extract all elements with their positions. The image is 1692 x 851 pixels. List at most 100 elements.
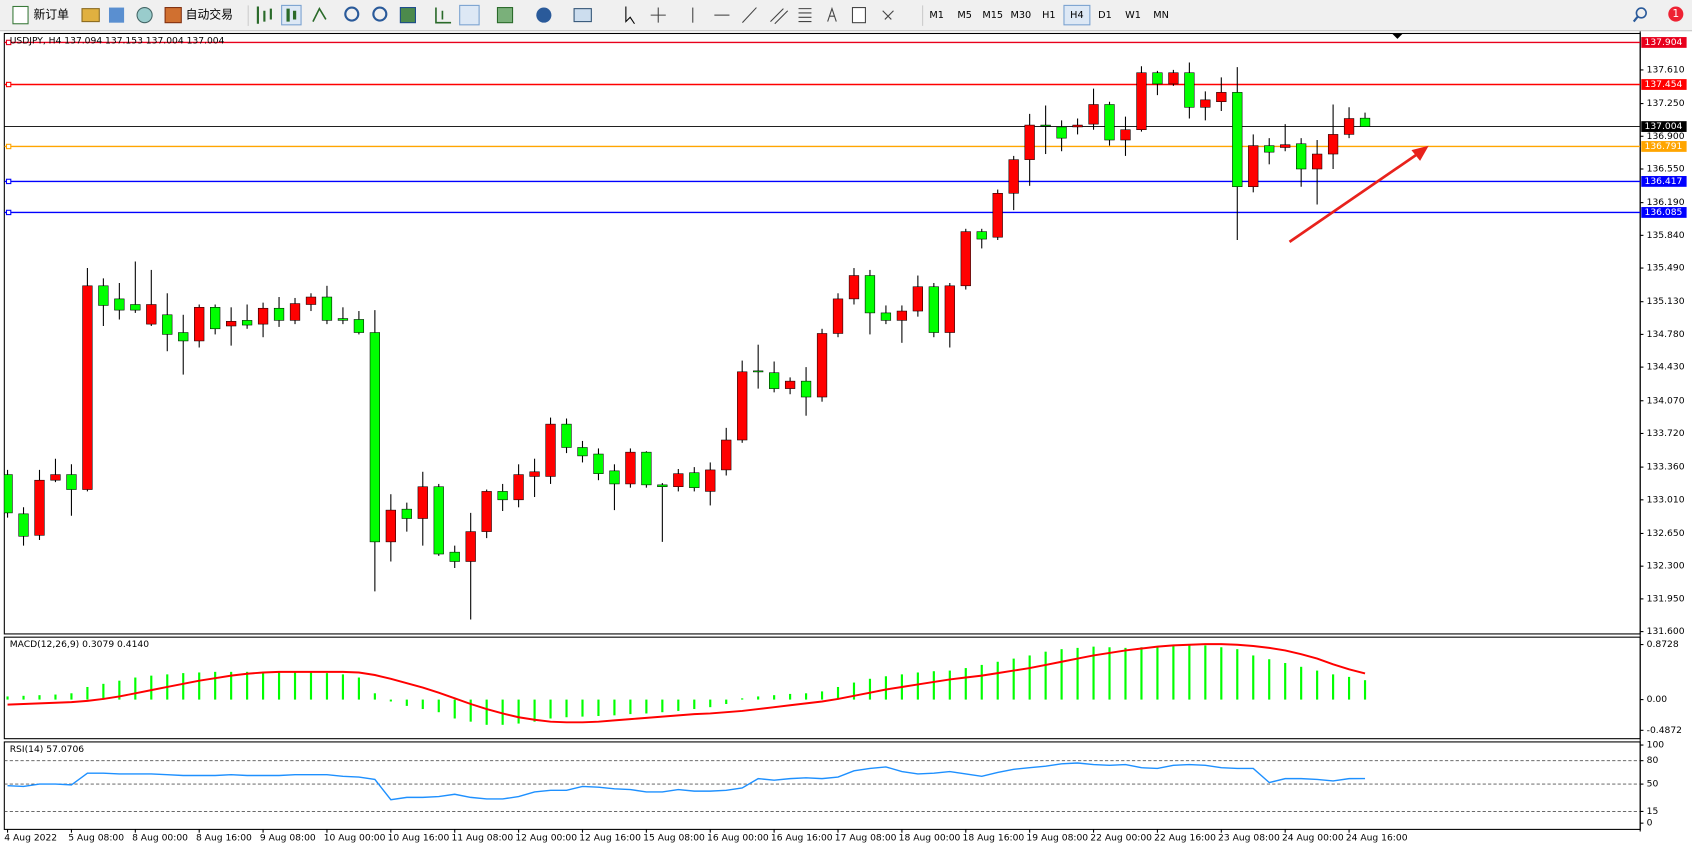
macd-histogram-bar xyxy=(773,695,776,700)
macd-histogram-bar xyxy=(836,686,840,700)
notification-badge[interactable] xyxy=(1668,6,1684,22)
y-tick-label: 133.720 xyxy=(1647,428,1685,439)
search-button[interactable] xyxy=(1635,7,1647,19)
bar-chart-button[interactable] xyxy=(256,6,272,24)
candle-body xyxy=(721,439,732,471)
timeframe-button[interactable]: H4 xyxy=(1070,10,1083,21)
toolbar-icon[interactable] xyxy=(81,8,100,23)
x-tick-label: 4 Aug 2022 xyxy=(4,833,57,844)
crosshair-button[interactable] xyxy=(650,7,666,23)
macd-histogram-bar xyxy=(1188,644,1191,700)
zoom-in-button[interactable] xyxy=(344,6,360,22)
x-tick-label: 10 Aug 16:00 xyxy=(388,833,450,844)
x-tick-label: 11 Aug 08:00 xyxy=(451,833,513,844)
y-tick-label: 135.840 xyxy=(1647,230,1685,241)
timeframe-button[interactable]: M15 xyxy=(982,10,1003,21)
candle-body xyxy=(784,380,796,389)
zoom-out-button[interactable] xyxy=(372,6,388,22)
macd-histogram-bar xyxy=(86,686,89,700)
fibo-button[interactable] xyxy=(798,8,812,23)
price-level-tag xyxy=(1641,121,1687,132)
candle-body xyxy=(1040,124,1051,127)
indicators-button[interactable] xyxy=(496,7,514,24)
new-order-button[interactable]: 新订单 xyxy=(33,8,69,22)
candle-body xyxy=(178,332,189,342)
macd-histogram-bar xyxy=(1028,655,1031,700)
chart-shift-button[interactable] xyxy=(459,4,480,26)
macd-histogram-bar xyxy=(293,671,297,700)
text-button[interactable] xyxy=(827,6,837,22)
candle-body xyxy=(1248,145,1259,188)
timeframe-button[interactable]: H1 xyxy=(1042,10,1055,21)
auto-trading-button[interactable]: 自动交易 xyxy=(186,8,233,22)
x-tick-label: 24 Aug 00:00 xyxy=(1282,833,1344,844)
new-order-icon[interactable] xyxy=(12,5,29,25)
candle-chart-button[interactable] xyxy=(281,4,302,26)
trendline-button[interactable] xyxy=(742,7,757,24)
macd-histogram-bar xyxy=(1268,659,1271,700)
macd-histogram-bar xyxy=(916,672,919,700)
y-tick-label: 133.010 xyxy=(1647,494,1685,505)
candle-body xyxy=(880,312,892,321)
candle-body xyxy=(641,451,652,486)
channel-button[interactable] xyxy=(770,8,789,25)
macd-histogram-bar xyxy=(1108,647,1111,700)
candle-body xyxy=(1232,92,1243,188)
candle-body xyxy=(1072,124,1083,128)
candle-body xyxy=(50,474,61,481)
x-tick-label: 12 Aug 16:00 xyxy=(579,833,641,844)
candle-body xyxy=(289,303,301,321)
candle-body xyxy=(497,491,508,501)
candle-body xyxy=(689,472,700,488)
pane-frame xyxy=(3,741,1641,830)
label-button[interactable] xyxy=(851,7,866,24)
candle-body xyxy=(98,285,109,306)
periods-button[interactable] xyxy=(536,7,552,23)
macd-histogram-bar xyxy=(661,699,664,713)
line-chart-button[interactable] xyxy=(312,6,327,22)
candle-body xyxy=(385,509,396,543)
candle-body xyxy=(273,307,285,321)
candle-body xyxy=(1264,145,1275,153)
timeframe-button[interactable]: M5 xyxy=(957,10,972,21)
x-tick-label: 10 Aug 00:00 xyxy=(324,833,386,844)
autoscroll-button[interactable] xyxy=(435,7,452,24)
level-handle xyxy=(5,209,12,216)
tile-button[interactable] xyxy=(399,7,416,24)
toolbar-icon[interactable] xyxy=(108,7,125,23)
toolbar-icon[interactable] xyxy=(136,7,153,24)
candle-body xyxy=(513,474,524,501)
macd-histogram-bar xyxy=(262,671,265,700)
cursor-button[interactable] xyxy=(625,6,635,25)
toolbar: 新订单 自动交易 M1 M5 M15 M30 H1 H4 D1 W1 MN 1 xyxy=(12,4,1684,26)
timeframe-button[interactable]: M1 xyxy=(929,10,944,21)
macd-histogram-bar xyxy=(469,699,472,722)
candle-body xyxy=(832,298,844,334)
macd-histogram-bar xyxy=(1076,647,1079,700)
notification-count: 1 xyxy=(1672,7,1679,20)
macd-histogram-bar xyxy=(1044,651,1047,700)
candle-body xyxy=(194,307,205,342)
macd-histogram-bar xyxy=(134,677,137,700)
macd-histogram-bar xyxy=(533,699,536,722)
timeframe-button[interactable]: W1 xyxy=(1125,10,1141,21)
auto-trading-icon[interactable] xyxy=(164,7,182,24)
level-handle xyxy=(5,143,12,150)
macd-histogram-bar xyxy=(1316,670,1319,700)
macd-histogram-bar xyxy=(517,699,520,724)
candle-body xyxy=(1152,72,1163,85)
macd-histogram-bar xyxy=(1012,658,1015,700)
templates-button[interactable] xyxy=(573,8,592,23)
macd-histogram-bar xyxy=(693,699,696,710)
y-tick-label: 134.780 xyxy=(1647,329,1685,340)
annotation-arrowhead xyxy=(1411,145,1429,161)
candle-body xyxy=(753,370,764,373)
pane-content xyxy=(4,760,1641,812)
macd-histogram-bar xyxy=(118,680,121,700)
timeframe-button[interactable]: MN xyxy=(1153,10,1169,21)
timeframe-button[interactable]: D1 xyxy=(1098,10,1112,21)
timeframe-button[interactable]: M30 xyxy=(1010,10,1031,21)
candle-body xyxy=(1120,129,1131,141)
arrows-button[interactable] xyxy=(882,10,894,20)
macd-histogram-bar xyxy=(852,682,856,700)
